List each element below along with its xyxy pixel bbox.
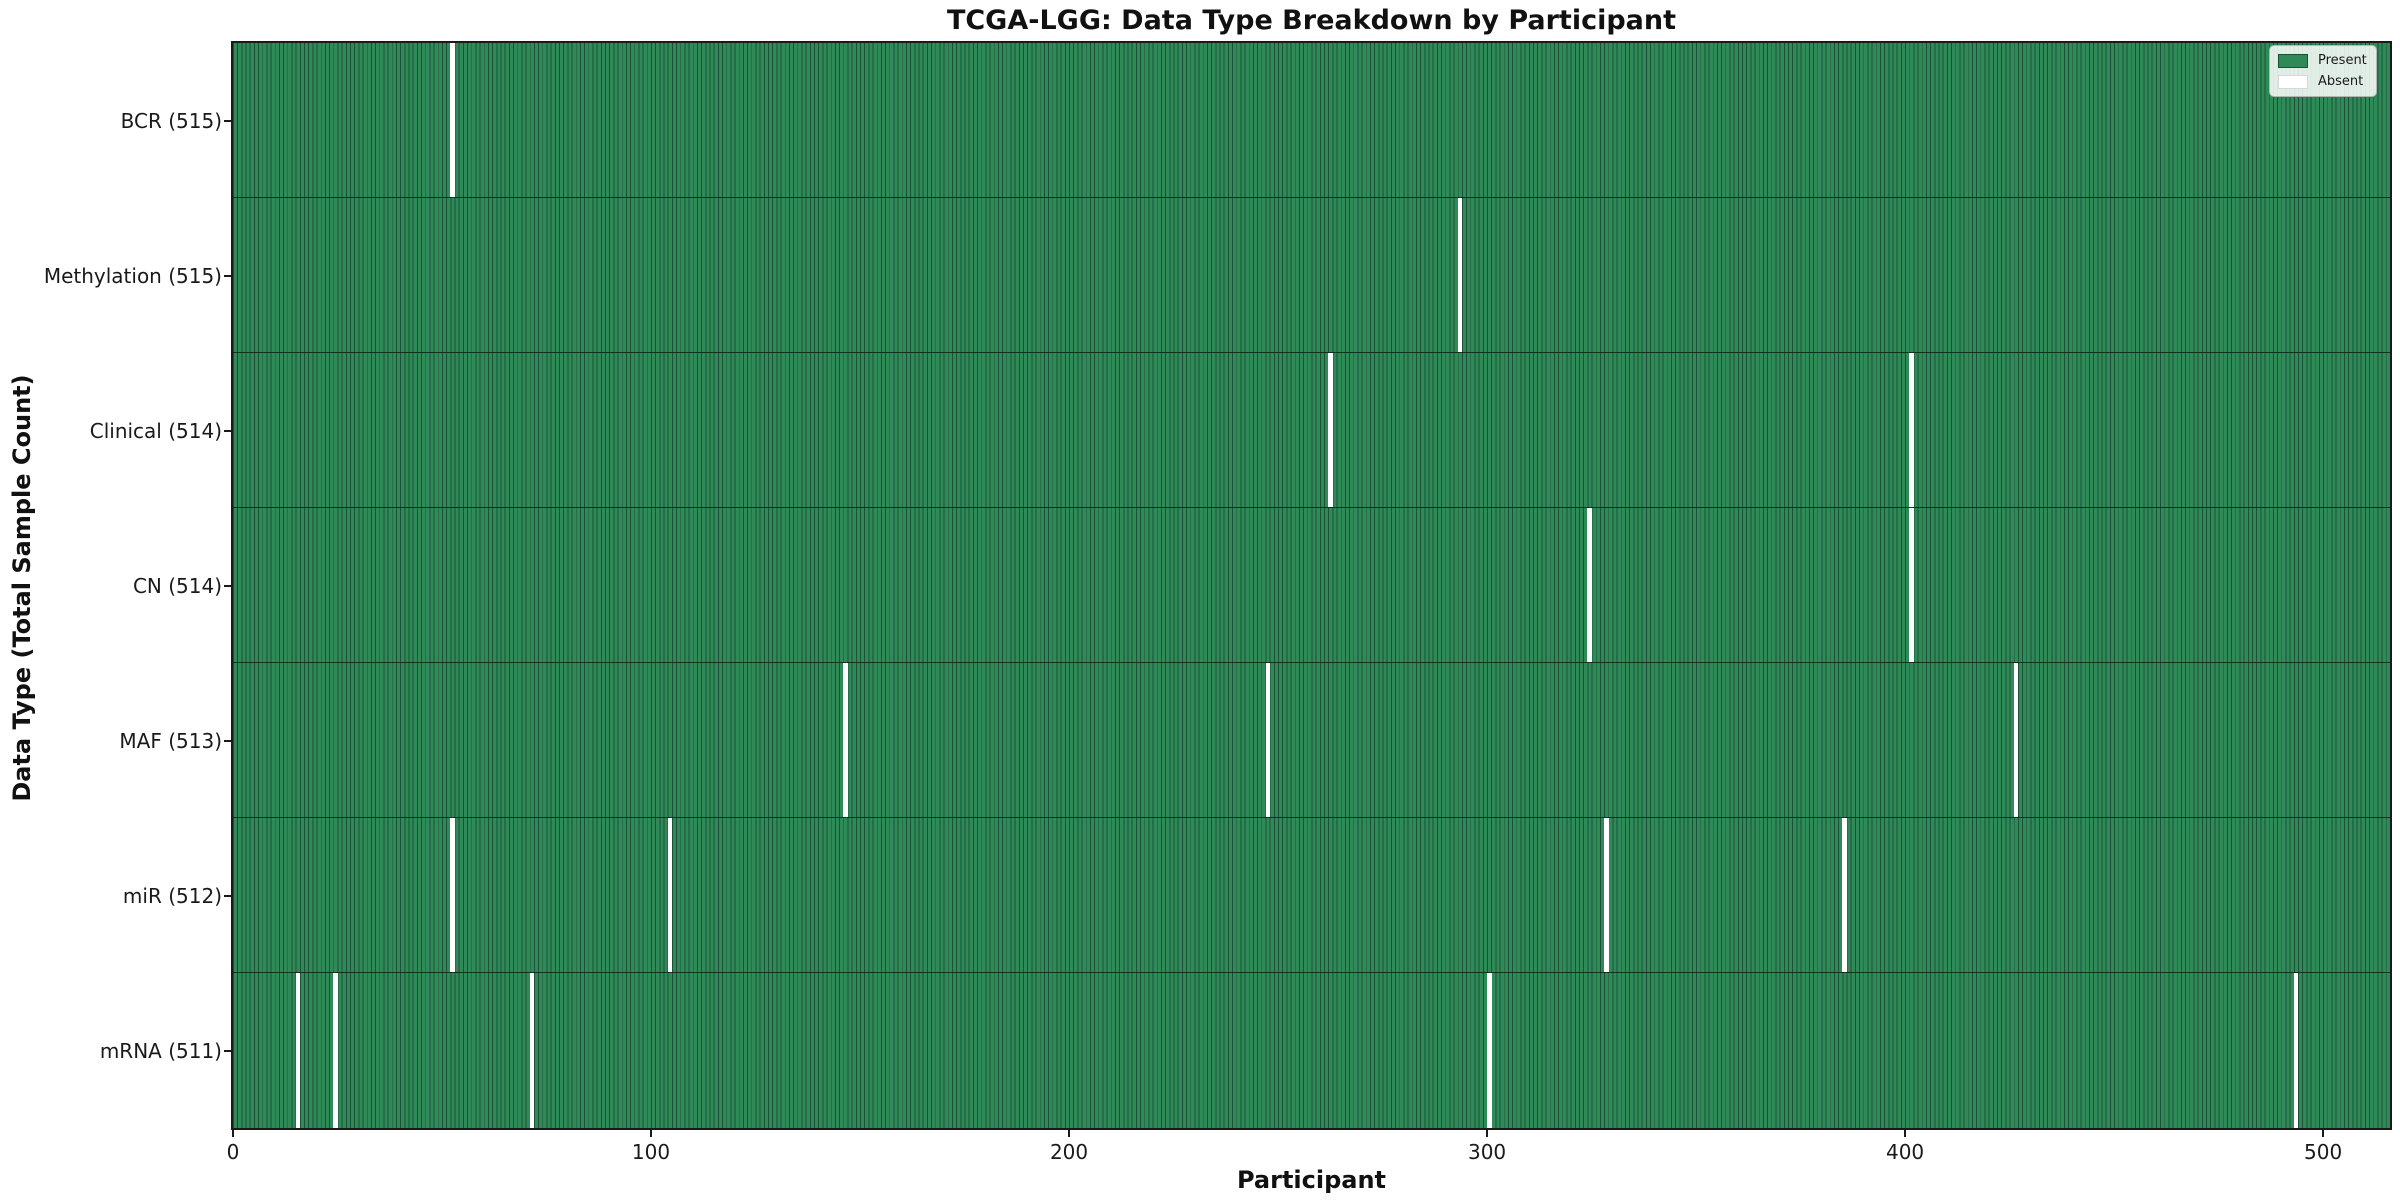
heatmap-row-cn <box>233 508 2390 663</box>
absent-marker <box>1328 353 1333 507</box>
absent-marker <box>2293 973 2299 1128</box>
x-tick-label-500: 500 <box>2304 1140 2343 1164</box>
legend-label-present: Present <box>2318 53 2367 68</box>
x-tick-label-200: 200 <box>1049 1140 1089 1164</box>
absent-marker <box>1457 198 1463 352</box>
absent-marker <box>1909 508 1914 662</box>
y-tick-mark <box>224 739 233 742</box>
y-tick-mark <box>224 119 233 122</box>
y-tick-mark <box>224 274 233 277</box>
legend-entry-absent: Absent <box>2278 73 2368 90</box>
heatmap-plot-area <box>231 41 2392 1130</box>
absent-marker <box>333 973 338 1128</box>
absent-marker <box>843 663 848 817</box>
x-tick-label-100: 100 <box>631 1140 671 1164</box>
chart-title: TCGA-LGG: Data Type Breakdown by Partici… <box>946 5 1677 36</box>
absent-marker <box>1909 353 1914 507</box>
heatmap-row-methylation <box>233 198 2390 353</box>
y-tick-label-clinical: Clinical (514) <box>89 418 222 443</box>
y-tick-mark <box>224 894 233 897</box>
legend: Present Absent <box>2269 45 2377 97</box>
y-tick-label-mir: miR (512) <box>122 883 222 908</box>
legend-entry-present: Present <box>2278 52 2368 69</box>
absent-marker <box>1587 508 1592 662</box>
absent-marker <box>667 818 673 972</box>
present-swatch-icon <box>2278 53 2308 68</box>
absent-swatch-icon <box>2278 74 2308 89</box>
heatmap-row-bcr <box>233 43 2390 198</box>
absent-marker <box>295 973 301 1128</box>
x-tick-label-400: 400 <box>1885 1140 1925 1164</box>
y-tick-label-maf: MAF (513) <box>119 728 222 753</box>
y-tick-label-mrna: mRNA (511) <box>99 1038 222 1063</box>
y-tick-label-bcr: BCR (515) <box>120 108 222 133</box>
absent-marker <box>529 973 535 1128</box>
x-tick-mark <box>1904 1128 1907 1137</box>
absent-marker <box>1604 818 1609 972</box>
y-tick-label-methylation: Methylation (515) <box>43 263 222 288</box>
x-tick-mark <box>1068 1128 1071 1137</box>
x-tick-mark <box>232 1128 234 1137</box>
y-tick-mark <box>224 584 233 587</box>
heatmap-row-maf <box>233 663 2390 818</box>
x-tick-label-0: 0 <box>226 1140 240 1164</box>
absent-marker <box>1487 973 1492 1128</box>
heatmap-row-clinical <box>233 353 2390 508</box>
y-tick-label-cn: CN (514) <box>132 573 222 598</box>
absent-marker <box>1265 663 1271 817</box>
x-tick-label-300: 300 <box>1467 1140 1507 1164</box>
y-tick-mark <box>224 429 233 432</box>
absent-marker <box>450 818 455 972</box>
x-axis-title: Participant <box>1236 1166 1387 1194</box>
y-tick-mark <box>224 1049 233 1052</box>
absent-marker <box>2013 663 2019 817</box>
heatmap-row-mrna <box>233 973 2390 1128</box>
absent-marker <box>450 43 455 197</box>
absent-marker <box>1842 818 1847 972</box>
x-tick-mark <box>1486 1128 1489 1137</box>
legend-label-absent: Absent <box>2318 74 2364 89</box>
x-tick-mark <box>650 1128 653 1137</box>
heatmap-row-mir <box>233 818 2390 973</box>
x-tick-mark <box>2322 1128 2325 1137</box>
